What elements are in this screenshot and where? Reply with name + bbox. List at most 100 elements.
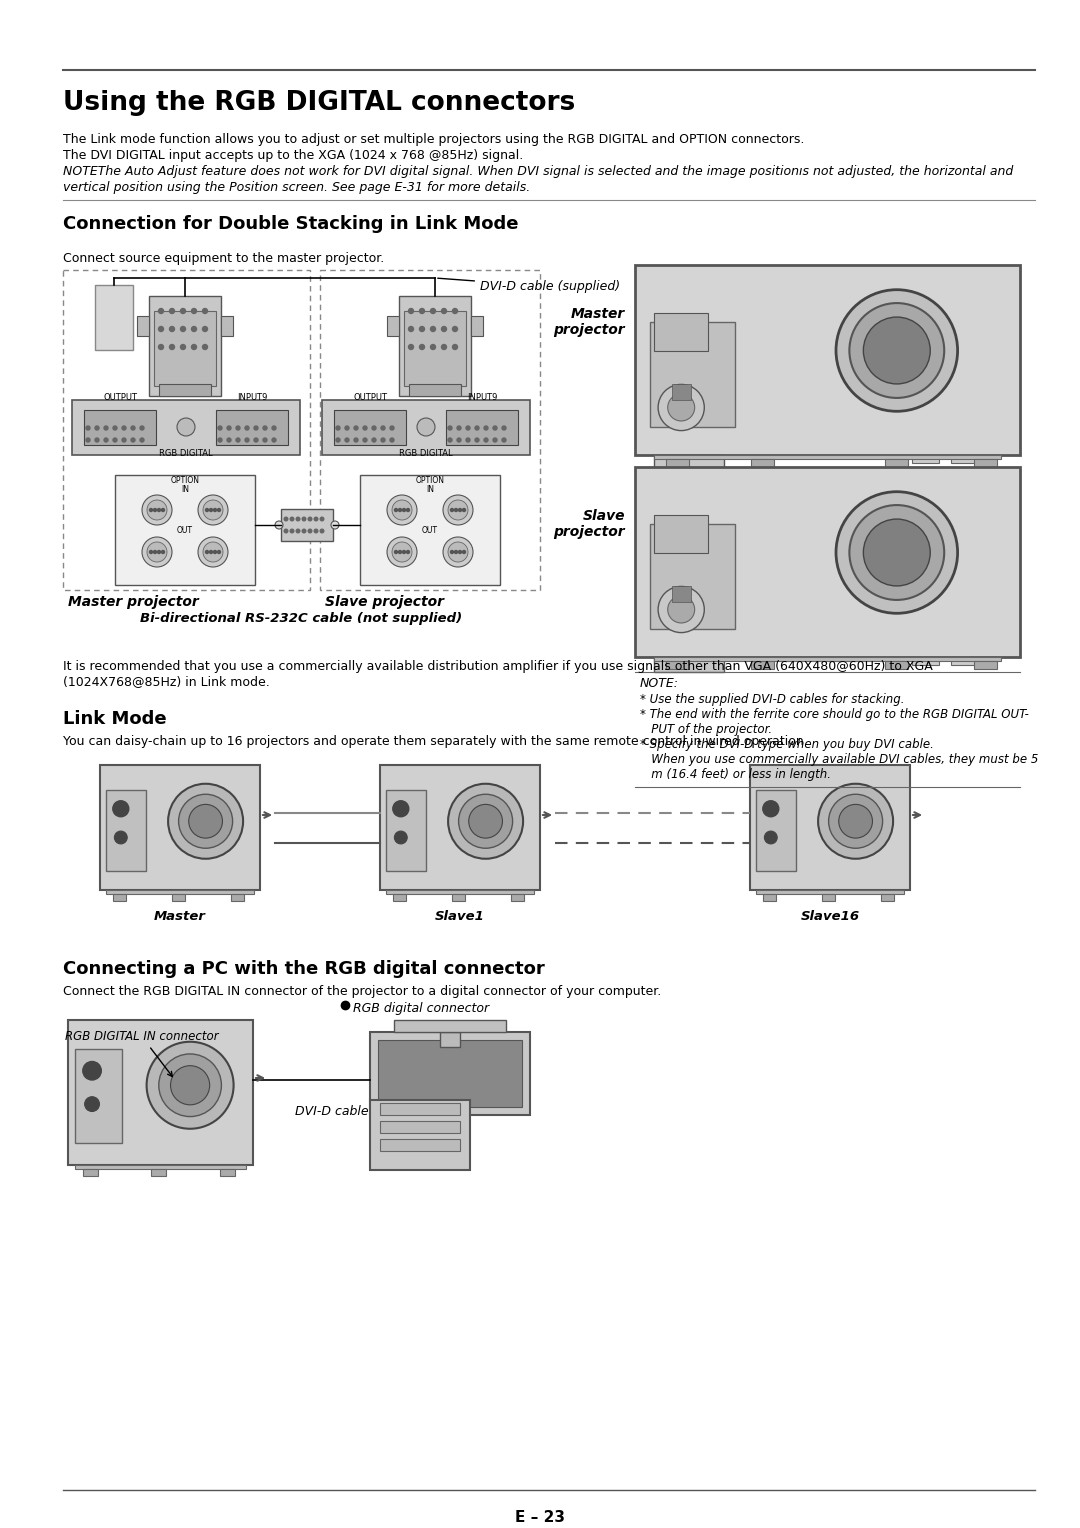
Bar (114, 475, 255, 585)
Circle shape (272, 439, 276, 442)
Circle shape (475, 426, 480, 429)
Bar (360, 475, 500, 585)
Circle shape (162, 550, 164, 553)
Bar (751, 458, 773, 468)
Bar (231, 894, 244, 902)
Circle shape (448, 500, 468, 520)
Circle shape (122, 426, 126, 429)
Circle shape (345, 439, 349, 442)
Circle shape (84, 1097, 99, 1111)
Bar (281, 509, 333, 541)
Circle shape (203, 327, 207, 332)
Circle shape (272, 426, 276, 429)
Circle shape (403, 509, 405, 512)
Bar (453, 894, 464, 902)
Circle shape (442, 344, 446, 350)
Bar (95, 286, 133, 350)
Circle shape (393, 801, 409, 817)
Bar (404, 312, 465, 387)
Circle shape (320, 529, 324, 533)
Circle shape (237, 426, 240, 429)
Circle shape (140, 426, 144, 429)
Circle shape (354, 439, 357, 442)
Bar (380, 1122, 460, 1132)
Text: INPUT9: INPUT9 (237, 393, 267, 402)
Circle shape (245, 426, 249, 429)
Circle shape (131, 426, 135, 429)
Circle shape (203, 500, 222, 520)
Circle shape (502, 426, 507, 429)
Circle shape (336, 439, 340, 442)
Bar (913, 657, 940, 665)
Circle shape (408, 327, 414, 332)
Bar (322, 400, 530, 455)
Circle shape (448, 784, 523, 859)
Text: Master
projector: Master projector (553, 307, 625, 338)
Text: PUT of the projector.: PUT of the projector. (640, 723, 772, 736)
Circle shape (492, 426, 497, 429)
Circle shape (863, 316, 930, 384)
Circle shape (198, 495, 228, 526)
Circle shape (214, 550, 216, 553)
Circle shape (394, 831, 407, 843)
Text: OUTPUT: OUTPUT (103, 393, 137, 402)
Text: * Use the supplied DVI-D cables for stacking.: * Use the supplied DVI-D cables for stac… (640, 694, 905, 706)
Bar (221, 316, 233, 336)
Circle shape (459, 509, 461, 512)
Circle shape (442, 327, 446, 332)
Circle shape (462, 509, 465, 512)
Circle shape (469, 804, 502, 839)
Circle shape (459, 550, 461, 553)
Bar (822, 894, 835, 902)
Circle shape (863, 520, 930, 585)
Bar (471, 316, 483, 336)
Circle shape (302, 516, 306, 521)
Circle shape (453, 327, 458, 332)
Circle shape (254, 439, 258, 442)
Circle shape (431, 327, 435, 332)
Circle shape (302, 529, 306, 533)
Circle shape (658, 587, 704, 633)
Circle shape (849, 506, 944, 601)
Bar (654, 515, 708, 553)
Circle shape (168, 784, 243, 859)
Text: IN: IN (426, 484, 434, 494)
Bar (886, 458, 908, 468)
Circle shape (394, 509, 397, 512)
Circle shape (254, 426, 258, 429)
Bar (159, 384, 211, 396)
Circle shape (392, 542, 411, 562)
Circle shape (762, 801, 779, 817)
Circle shape (419, 327, 424, 332)
Circle shape (448, 426, 453, 429)
Bar (440, 1033, 460, 1047)
Circle shape (227, 439, 231, 442)
Circle shape (450, 550, 454, 553)
Circle shape (459, 795, 513, 848)
Bar (756, 790, 796, 871)
Bar (76, 1164, 245, 1169)
Text: (1024X768@85Hz) in Link mode.: (1024X768@85Hz) in Link mode. (63, 675, 269, 688)
Bar (751, 662, 773, 669)
Circle shape (147, 500, 167, 520)
Bar (370, 1100, 470, 1170)
Bar (137, 316, 149, 336)
Text: RGB digital connector: RGB digital connector (353, 1002, 489, 1015)
Circle shape (147, 1042, 233, 1129)
Bar (76, 1050, 122, 1143)
Circle shape (86, 439, 90, 442)
Circle shape (308, 516, 312, 521)
Circle shape (330, 521, 339, 529)
Bar (665, 458, 689, 468)
Circle shape (465, 426, 470, 429)
Circle shape (450, 509, 454, 512)
Circle shape (170, 309, 175, 313)
Circle shape (214, 509, 216, 512)
Circle shape (484, 426, 488, 429)
Circle shape (765, 831, 778, 843)
Bar (387, 790, 427, 871)
Bar (84, 410, 156, 445)
Circle shape (453, 344, 458, 350)
Circle shape (205, 509, 208, 512)
Circle shape (141, 495, 172, 526)
